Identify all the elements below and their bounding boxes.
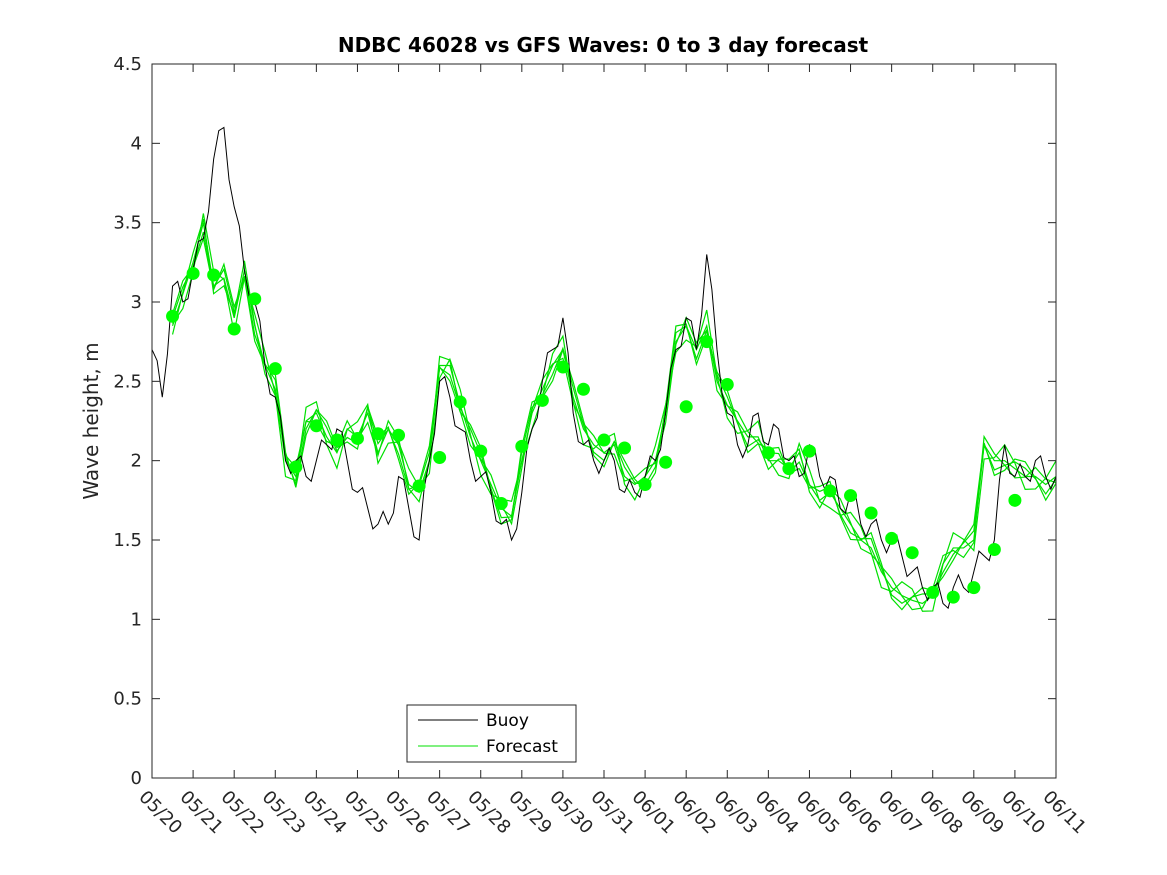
forecast-marker [535,393,549,407]
forecast-marker [844,489,858,503]
forecast-marker [926,585,940,599]
forecast-marker [638,477,652,491]
forecast-marker [864,506,878,520]
y-tick-label: 3 [131,292,142,313]
forecast-marker [885,531,899,545]
y-tick-label: 4 [131,133,142,154]
y-tick-label: 4.5 [113,54,142,75]
forecast-marker [987,543,1001,557]
chart-title: NDBC 46028 vs GFS Waves: 0 to 3 day fore… [338,33,869,57]
forecast-marker [227,322,241,336]
forecast-marker [474,444,488,458]
forecast-marker [515,439,529,453]
y-tick-label: 1 [131,609,142,630]
forecast-marker [186,266,200,280]
forecast-marker [679,400,693,414]
y-axis-label: Wave height, m [79,342,103,499]
forecast-marker [166,309,180,323]
forecast-marker [946,590,960,604]
forecast-marker [700,335,714,349]
forecast-marker [576,382,590,396]
legend: Buoy Forecast [406,704,577,763]
legend-buoy-label: Buoy [486,711,529,731]
buoy-series-line [151,126,1057,610]
forecast-marker [433,450,447,464]
forecast-marker [412,479,426,493]
forecast-marker [720,378,734,392]
forecast-marker [268,362,282,376]
forecast-series-line [171,236,1057,611]
y-tick-label: 1.5 [113,530,142,551]
forecast-marker [967,581,981,595]
forecast-marker [350,431,364,445]
forecast-marker [248,292,262,306]
forecast-marker [802,444,816,458]
forecast-marker [905,546,919,560]
forecast-marker [494,497,508,511]
y-tick-label: 3.5 [113,213,142,234]
plot-area [151,126,1057,612]
forecast-series-line [172,213,1057,612]
forecast-marker [289,460,303,474]
forecast-marker [556,360,570,374]
y-tick-label: 0 [131,768,142,789]
forecast-marker [761,446,775,460]
y-tick-label: 0.5 [113,689,142,710]
forecast-marker [371,427,385,441]
legend-box [406,704,577,763]
forecast-marker [453,395,467,409]
y-tick-label: 2 [131,451,142,472]
forecast-marker [618,441,632,455]
forecast-marker [659,455,673,469]
forecast-marker [782,462,796,476]
forecast-marker [207,268,221,282]
forecast-marker [330,433,344,447]
forecast-marker [823,484,837,498]
y-axis: 0 0.5 1 1.5 2 2.5 3 3.5 4 4.5 [113,54,1056,789]
forecast-marker [1008,493,1022,507]
legend-forecast-label: Forecast [486,737,558,757]
forecast-marker [597,433,611,447]
forecast-marker [309,419,323,433]
forecast-marker [392,428,406,442]
y-tick-label: 2.5 [113,371,142,392]
